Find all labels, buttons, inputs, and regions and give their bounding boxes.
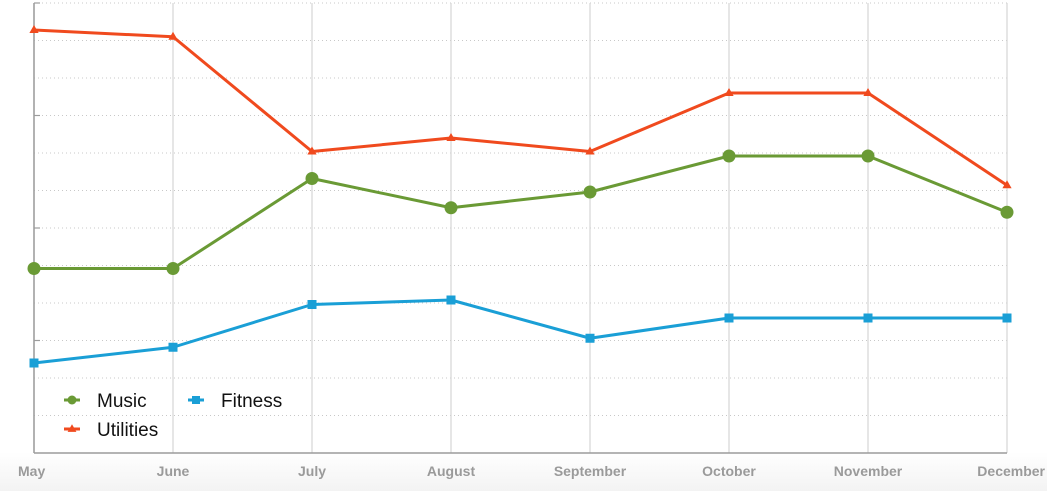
legend-label: Utilities <box>97 420 158 441</box>
data-point-circle <box>583 185 597 199</box>
data-point-square <box>863 313 873 323</box>
data-point-triangle <box>307 146 317 155</box>
data-point-square <box>168 342 178 352</box>
x-tick-label: October <box>702 463 756 479</box>
data-point-square <box>192 396 200 404</box>
data-point-triangle <box>29 25 39 34</box>
legend: Music Fitness Utilities <box>64 391 282 441</box>
series-lines <box>27 25 1014 368</box>
data-point-circle <box>305 172 319 185</box>
legend-label: Fitness <box>221 391 282 412</box>
x-tick-label: June <box>157 463 190 479</box>
data-point-circle <box>27 262 41 275</box>
data-point-square <box>29 358 39 368</box>
data-point-circle <box>166 262 180 275</box>
legend-item-fitness: Fitness <box>188 391 282 412</box>
x-axis-tick-labels: May June July August September October Novembe… <box>18 463 1046 479</box>
series-line <box>32 154 1009 270</box>
x-tick-label: August <box>427 463 476 479</box>
x-tick-label: May <box>18 463 45 479</box>
legend-item-utilities: Utilities <box>64 420 158 441</box>
data-point-circle <box>444 201 458 215</box>
series-utilities <box>29 25 1012 189</box>
x-tick-label: November <box>834 463 903 479</box>
x-tick-label: July <box>298 463 326 479</box>
series-line <box>32 28 1009 187</box>
data-point-triangle <box>446 133 456 142</box>
data-point-square <box>446 295 456 305</box>
data-point-triangle <box>67 424 77 432</box>
data-point-triangle <box>585 146 595 155</box>
data-point-triangle <box>168 31 178 40</box>
x-tick-label: September <box>554 463 627 479</box>
series-music <box>27 149 1014 275</box>
data-point-square <box>724 313 734 323</box>
data-point-circle <box>67 395 77 405</box>
legend-item-music: Music <box>64 391 147 412</box>
data-point-triangle <box>863 88 873 97</box>
data-point-triangle <box>724 88 734 97</box>
x-tick-label: December <box>977 463 1045 479</box>
data-point-square <box>1002 313 1012 323</box>
series-fitness <box>29 295 1012 368</box>
data-point-circle <box>722 149 736 163</box>
grid <box>33 2 1008 453</box>
data-point-square <box>307 300 317 309</box>
data-point-square <box>585 333 595 343</box>
axes <box>33 2 1007 454</box>
series-line <box>32 298 1009 365</box>
data-point-circle <box>861 149 875 163</box>
legend-label: Music <box>97 391 147 412</box>
data-point-circle <box>1000 205 1014 219</box>
data-point-triangle <box>1002 180 1012 189</box>
